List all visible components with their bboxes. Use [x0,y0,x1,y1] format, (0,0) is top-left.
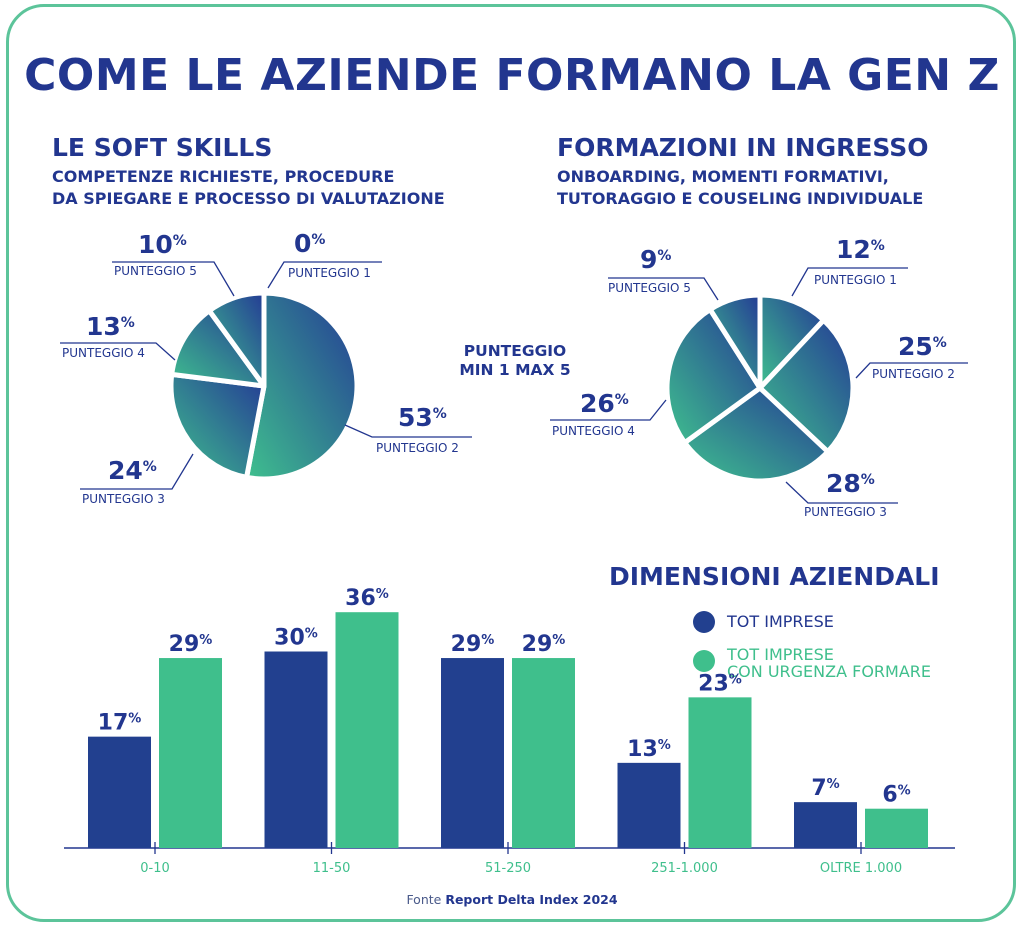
pie2-value-3: 28% [826,469,875,498]
bar-tot-5 [794,802,857,848]
pie1-leader-5 [112,261,235,297]
pie2-value-4: 26% [580,389,629,418]
pie2-label-4: PUNTEGGIO 4 [552,424,635,438]
score-range-line-2: MIN 1 MAX 5 [459,361,571,379]
bar-value-urgenza-4: 23% [698,671,742,696]
bar-value-tot-3: 29% [451,632,495,657]
pie2-leader-3 [785,481,898,504]
bar-value-urgenza-2: 36% [345,586,389,611]
page-title: COME LE AZIENDE FORMANO LA GEN Z [24,50,1000,101]
pie1-value-5: 10% [138,230,187,259]
pie1-subtitle: COMPETENZE RICHIESTE, PROCEDURE DA SPIEG… [52,166,445,210]
score-range-line-1: PUNTEGGIO [463,342,567,360]
pie2-label-5: PUNTEGGIO 5 [608,281,691,295]
bar-category-label-1: 0-10 [140,861,170,876]
pie2-title: FORMAZIONI IN INGRESSO [557,133,929,162]
source-prefix: Fonte [406,892,442,907]
bar-urgenza-4 [688,697,752,848]
pie2-label-3: PUNTEGGIO 3 [804,505,887,519]
pie2-leader-4 [550,399,667,421]
pie1-label-1: PUNTEGGIO 1 [288,266,371,280]
pie2-slice-5 [707,292,763,391]
bar-tot-4 [617,762,681,848]
pie1-leader-4 [60,342,176,361]
pie-labels: 0% PUNTEGGIO 1 53% PUNTEGGIO 2 24% PUNTEGGIO … [60,229,968,519]
pie1-value-1: 0% [294,229,325,258]
bar-value-tot-1: 17% [98,711,142,736]
bar-value-tot-5: 7% [811,776,839,801]
bar-category-label-4: 251-1.000 [651,861,718,876]
pie1-leader-3 [80,453,194,490]
bar-category-label-3: 51-250 [485,861,531,876]
ingresso-pie [664,292,856,484]
bar-category-label-2: 11-50 [313,861,351,876]
pie2-label-1: PUNTEGGIO 1 [814,273,897,287]
bar-value-tot-4: 13% [627,737,671,762]
pie1-label-4: PUNTEGGIO 4 [62,346,145,360]
bar-urgenza-3 [512,658,575,848]
score-range-note: PUNTEGGIO MIN 1 MAX 5 [430,342,600,380]
pie2-leader-2 [855,362,968,379]
pie1-label-3: PUNTEGGIO 3 [82,492,165,506]
pie1-value-4: 13% [86,312,135,341]
pie1-label-5: PUNTEGGIO 5 [114,264,197,278]
pie1-slice-5 [206,290,267,389]
bar-category-label-5: OLTRE 1.000 [820,861,902,876]
pie2-subtitle-line-2: TUTORAGGIO E COUSELING INDIVIDUALE [557,189,924,208]
legend-item-tot-imprese: TOT IMPRESE [693,611,834,633]
bar-chart-title: DIMENSIONI AZIENDALI [609,562,940,591]
pie1-title: LE SOFT SKILLS [52,133,273,162]
pie1-subtitle-line-2: DA SPIEGARE E PROCESSO DI VALUTAZIONE [52,189,445,208]
legend-navy-dot [693,611,715,633]
bar-value-urgenza-5: 6% [882,783,910,808]
pie1-label-2: PUNTEGGIO 2 [376,441,459,455]
bar-marks: 17% 29% 0-10 30% 36% 11-50 29% 29% 51-250 13% 23% 2… [88,586,928,876]
pie2-value-2: 25% [898,332,947,361]
pie2-slice-2 [757,317,856,455]
legend-label-tot-imprese: TOT IMPRESE [727,612,834,631]
legend-urgenza-line-2: CON URGENZA FORMARE [727,662,932,681]
bar-urgenza-1 [159,658,222,848]
legend-green-dot [693,650,715,672]
source-note: Fonte Report Delta Index 2024 [0,892,1024,907]
pie2-leader-5 [608,277,719,301]
bar-value-tot-2: 30% [274,626,318,651]
pie1-slice-4 [169,308,267,389]
pie2-slice-4 [664,306,763,446]
pie1-subtitle-line-1: COMPETENZE RICHIESTE, PROCEDURE [52,167,395,186]
bar-urgenza-2 [335,612,399,848]
pie2-subtitle-line-1: ONBOARDING, MOMENTI FORMATIVI, [557,167,889,186]
pie2-label-2: PUNTEGGIO 2 [872,367,955,381]
pie1-slice-3 [168,371,267,480]
source-name: Report Delta Index 2024 [445,892,618,907]
legend-urgenza-line-1: TOT IMPRESE [727,645,834,664]
pie2-subtitle: ONBOARDING, MOMENTI FORMATIVI, TUTORAGGI… [557,166,923,210]
legend-item-urgenza: TOT IMPRESE CON URGENZA FORMARE [693,646,931,680]
soft-skills-pie [168,290,360,482]
pie1-value-2: 53% [398,403,447,432]
bar-urgenza-5 [865,808,928,848]
bar-tot-1 [88,736,151,848]
bar-tot-2 [264,651,328,848]
pie1-leader-1 [267,261,382,289]
pie2-value-5: 9% [640,245,671,274]
pie1-slice-2 [244,290,360,482]
pie2-leader-1 [791,267,908,297]
bar-tot-3 [441,658,504,848]
legend-label-urgenza: TOT IMPRESE CON URGENZA FORMARE [727,646,931,680]
bar-value-urgenza-1: 29% [169,632,213,657]
pie1-value-3: 24% [108,456,157,485]
pie2-value-1: 12% [836,235,885,264]
pie2-slice-3 [682,385,831,484]
pie1-leader-2 [344,424,472,438]
bar-value-urgenza-3: 29% [522,632,566,657]
